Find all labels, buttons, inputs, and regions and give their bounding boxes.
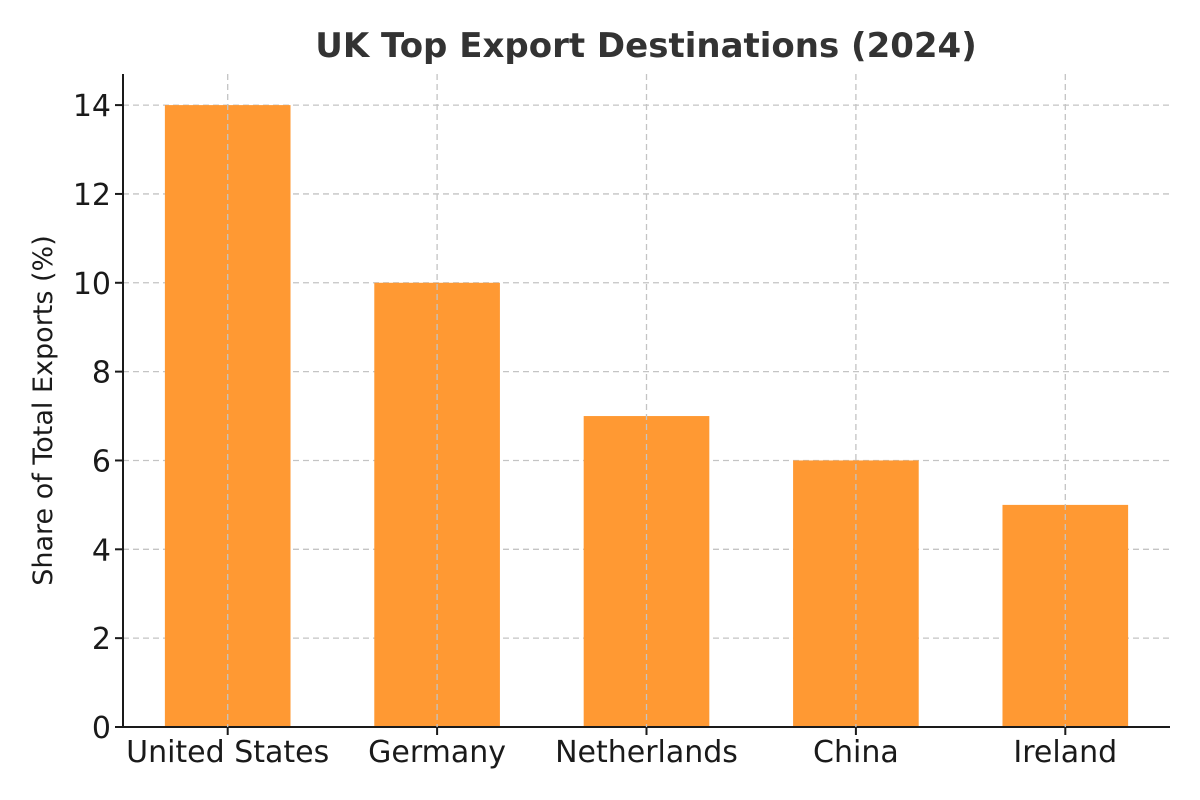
y-tick-label: 14 [73,89,111,124]
chart-title: UK Top Export Destinations (2024) [315,26,977,66]
y-tick-label: 8 [92,356,111,391]
x-tick-label: Netherlands [555,735,738,770]
x-tick-label: United States [126,735,329,770]
y-tick-label: 6 [92,444,111,479]
x-tick-label: Germany [368,735,506,770]
y-axis-ticks: 0 2 4 6 8 10 12 14 [73,89,123,746]
bar-netherlands [583,416,710,727]
y-axis-label: Share of Total Exports (%) [28,235,59,586]
y-tick-label: 10 [73,267,111,302]
y-tick-label: 4 [92,533,111,568]
x-axis-ticks: United States Germany Netherlands China Irel… [126,74,1117,770]
x-tick-label: Ireland [1013,735,1117,770]
y-tick-label: 0 [92,711,111,746]
x-tick-label: China [813,735,899,770]
y-tick-label: 12 [73,178,111,213]
y-tick-label: 2 [92,622,111,657]
